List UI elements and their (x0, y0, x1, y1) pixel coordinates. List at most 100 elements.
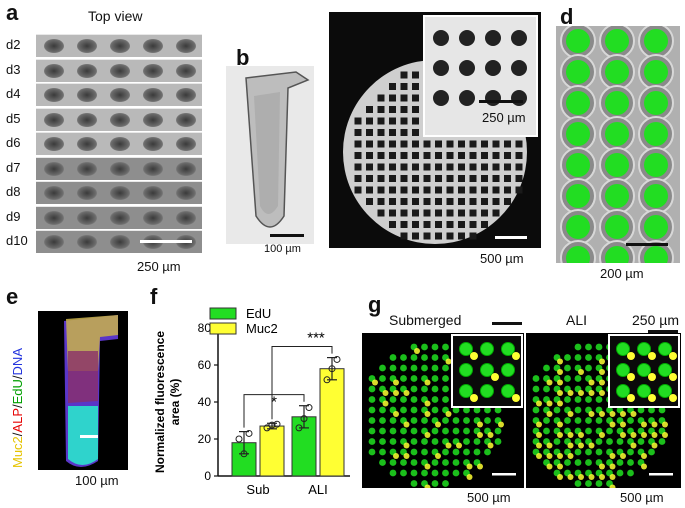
green-spot (532, 385, 540, 393)
panel-b-image (226, 66, 314, 244)
yellow-spot (546, 400, 553, 407)
green-spot (648, 448, 655, 456)
mesh-hole (366, 106, 373, 113)
green-spot (442, 364, 449, 372)
yellow-spot (641, 421, 647, 428)
yellow-spot (651, 421, 658, 428)
green-spot (368, 406, 376, 414)
green-spot (410, 406, 418, 414)
panel-g-right-scale-label: 500 µm (620, 490, 664, 505)
crypt-well (44, 186, 64, 200)
inset-yellow-spot (512, 352, 520, 360)
green-spot (431, 406, 439, 414)
yellow-spot (424, 463, 431, 470)
green-spot (389, 438, 397, 445)
green-spot (574, 406, 582, 414)
green-spot (543, 427, 550, 435)
green-spot (442, 396, 449, 403)
mesh-hole (400, 140, 408, 148)
panel-d-image (556, 26, 680, 263)
green-spot (389, 427, 397, 435)
crypt-well (110, 137, 130, 151)
crypt-well (143, 63, 163, 78)
mesh-hole (377, 163, 385, 171)
green-spot (410, 459, 418, 466)
yellow-spot (403, 453, 410, 459)
day-strip (36, 58, 202, 82)
inset-yellow-spot (470, 352, 478, 360)
yellow-spot (609, 421, 616, 428)
green-spot (543, 385, 550, 393)
green-spot (564, 364, 571, 372)
yellow-spot (588, 390, 595, 396)
yellow-spot (557, 379, 563, 386)
yellow-spot (557, 400, 563, 407)
green-spot (452, 417, 460, 424)
crypt-well (143, 137, 163, 151)
crypt-well (176, 161, 196, 176)
day-label: d7 (6, 159, 21, 175)
green-spot (379, 364, 386, 372)
green-spot (585, 448, 592, 456)
mesh-hole (377, 186, 385, 194)
green-spot (379, 448, 386, 456)
legend-label-edu: EdU (246, 306, 271, 321)
yellow-spot (382, 400, 389, 407)
day-label: d8 (6, 184, 21, 199)
crypt-well (44, 88, 64, 102)
green-crypt (566, 246, 590, 263)
yellow-spot (620, 453, 626, 459)
yellow-spot (546, 442, 553, 449)
green-spot (410, 364, 418, 372)
inset-hole (511, 90, 527, 106)
green-spot (389, 354, 397, 361)
yellow-spot (393, 411, 399, 417)
mesh-hole (400, 106, 408, 113)
green-spot (431, 396, 439, 403)
green-spot (410, 448, 418, 456)
mesh-hole (458, 140, 465, 148)
mesh-hole (492, 186, 500, 194)
green-crypt (644, 184, 668, 208)
yellow-spot (567, 453, 574, 459)
yellow-spot (599, 369, 605, 375)
panel-d-scale-label: 200 µm (600, 266, 644, 281)
yellow-spot (557, 453, 563, 459)
yellow-spot (546, 463, 553, 470)
mesh-hole (412, 152, 419, 159)
panel-g-right-scalebar (648, 330, 678, 333)
green-spot (410, 480, 418, 487)
inset-hole (459, 90, 475, 106)
day-strip (36, 230, 202, 253)
mesh-hole (389, 175, 396, 182)
panel-g-left-scalebar (492, 322, 522, 325)
mesh-hole (366, 198, 373, 205)
yellow-spot (609, 411, 616, 417)
yellow-spot (599, 390, 605, 396)
green-spot (431, 427, 439, 435)
mesh-hole (435, 198, 442, 205)
green-spot (574, 396, 582, 403)
green-spot (410, 375, 418, 382)
panel-b-scalebar (270, 234, 304, 237)
crypt-well (77, 112, 97, 127)
mesh-hole (400, 129, 408, 136)
green-spot (553, 438, 561, 445)
inset-green-crypt (658, 363, 672, 377)
data-point (323, 376, 331, 384)
mesh-hole (412, 163, 419, 171)
green-spot (564, 459, 571, 466)
mesh-hole (492, 198, 500, 205)
mesh-hole (389, 152, 396, 159)
green-crypt (644, 215, 668, 239)
green-spot (627, 469, 634, 477)
green-spot (431, 375, 439, 382)
yellow-spot (466, 463, 473, 470)
yellow-spot (536, 432, 542, 438)
mesh-hole (377, 175, 385, 182)
crypt-well (44, 63, 64, 78)
crypt-well (176, 210, 196, 225)
green-spot (473, 406, 481, 414)
mesh-hole (423, 221, 431, 228)
mesh-hole (435, 232, 442, 240)
